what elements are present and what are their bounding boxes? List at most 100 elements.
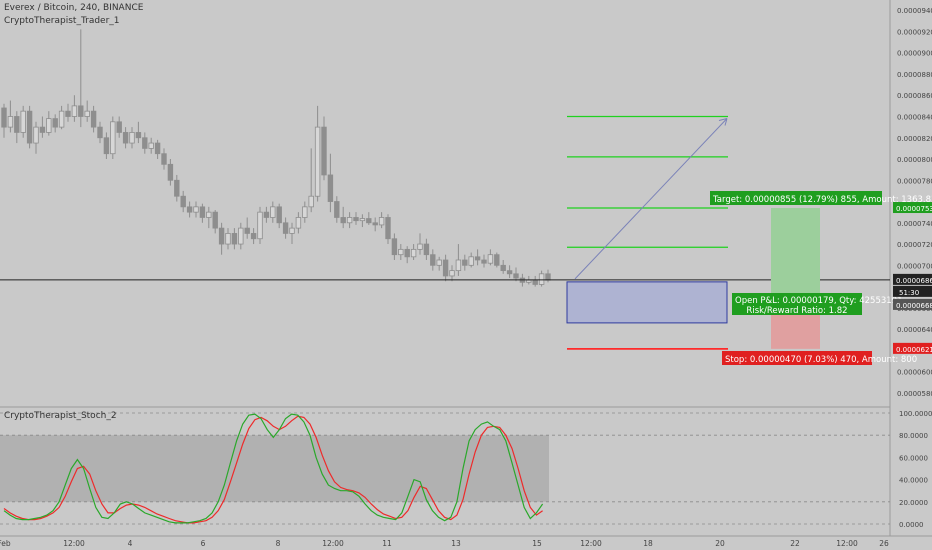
price-tick-label: 0.00008800 [897,71,932,79]
candle-body [327,174,334,202]
candle-body [487,254,494,264]
candle-body [97,126,103,139]
candle-body [289,227,295,234]
candle-body [65,110,71,117]
price-tick-label: 0.00009200 [897,28,932,36]
arrow-head [718,118,728,126]
stoch-tick-label: 80.0000 [899,432,928,440]
stoch-tick-label: 20.0000 [899,499,928,507]
time-tick-label: 15 [532,539,542,548]
countdown-badge [893,285,932,297]
candle-body [167,163,174,181]
candle-body [481,259,487,264]
candle-body [359,218,366,222]
candle-body [378,217,385,226]
price-tick-label: 0.00006000 [897,369,932,377]
price-badge [893,298,932,310]
time-tick-label: 12:00 [580,539,602,548]
candle-body [161,153,167,165]
time-tick-label: 26 [879,539,889,548]
price-badge [893,202,932,214]
candle-body [225,233,231,245]
candle-body [20,110,26,133]
price-tick-label: 0.00008200 [897,135,932,143]
target-info-text: Target: 0.00000855 (12.79%) 855, Amount:… [712,195,932,205]
price-tick-label: 0.00006400 [897,326,932,334]
candle-body [430,254,436,266]
stoch-tick-label: 40.0000 [899,477,928,485]
candle-body [404,248,410,258]
candle-body [314,126,321,197]
candle-body [410,248,417,258]
candle-body [135,132,142,139]
candle-body [398,248,404,256]
price-tick-label: 0.00007000 [897,262,932,270]
candle-body [538,273,545,285]
stoch-title: CryptoTherapist_Stoch_2 [4,411,117,421]
candle-body [7,116,14,128]
candle-body [218,227,225,245]
time-tick-label: 18 [643,539,653,548]
candle-body [78,105,84,117]
candle-body [238,227,244,245]
stoch-k-line [3,413,544,524]
candle-body [346,217,353,224]
candle-body [1,107,7,128]
candle-body [295,217,302,229]
price-tick-label: 0.00007800 [897,177,932,185]
time-tick-label: 12:00 [322,539,344,548]
candle-body [513,273,519,279]
target-zone [771,208,820,299]
candle-body [186,206,193,213]
candle-body [33,126,39,144]
candle-body [436,259,442,266]
candle-body [449,270,455,277]
symbol-title: Everex / Bitcoin, 240, BINANCE [4,3,144,13]
time-tick-label: 20 [715,539,725,548]
price-tick-label: 0.00009400 [897,7,932,15]
candle-body [116,121,122,133]
stoch-tick-label: 60.0000 [899,454,928,462]
stop-info-text: Stop: 0.00000470 (7.03%) 470, Amount: 80… [725,355,917,365]
candle-body [334,201,340,218]
candle-body [129,132,135,144]
stoch-band [0,435,549,502]
candle-body [71,105,78,117]
candle-body [340,217,346,224]
projection-arrow [574,118,728,280]
candle-body [308,195,314,208]
candle-body [154,142,161,155]
price-tick-label: 0.00005800 [897,390,932,398]
price-badge [893,273,932,285]
candle-body [455,259,462,272]
candle-body [391,238,398,256]
candle-body [372,222,378,226]
candle-body [417,243,423,250]
candle-body [180,195,186,208]
risk-reward-text: Risk/Reward Ratio: 1.82 [746,306,847,316]
open-pnl-text: Open P&L: 0.00000179, Qty: 42553191 [735,296,903,306]
candle-body [257,211,263,240]
candle-body [46,118,52,133]
target-info-box [710,191,882,205]
time-tick-label: 4 [128,539,133,548]
entry-zone [566,281,728,324]
candle-body [270,206,276,218]
candle-body [321,126,327,176]
candle-body [442,259,449,277]
candle-body [39,126,46,133]
candle-body [193,206,199,213]
candle-body [206,211,212,218]
time-tick-label: 22 [790,539,800,548]
candle-body [84,110,90,117]
candle-body [58,110,65,128]
time-tick-label: 13 [451,539,461,548]
candle-body [302,206,308,218]
candle-body [110,121,116,155]
candle-body [282,222,289,234]
candle-body [26,110,33,144]
candle-body [545,273,551,281]
stop-info-box [722,351,872,365]
price-tick-label: 0.00008000 [897,156,932,164]
